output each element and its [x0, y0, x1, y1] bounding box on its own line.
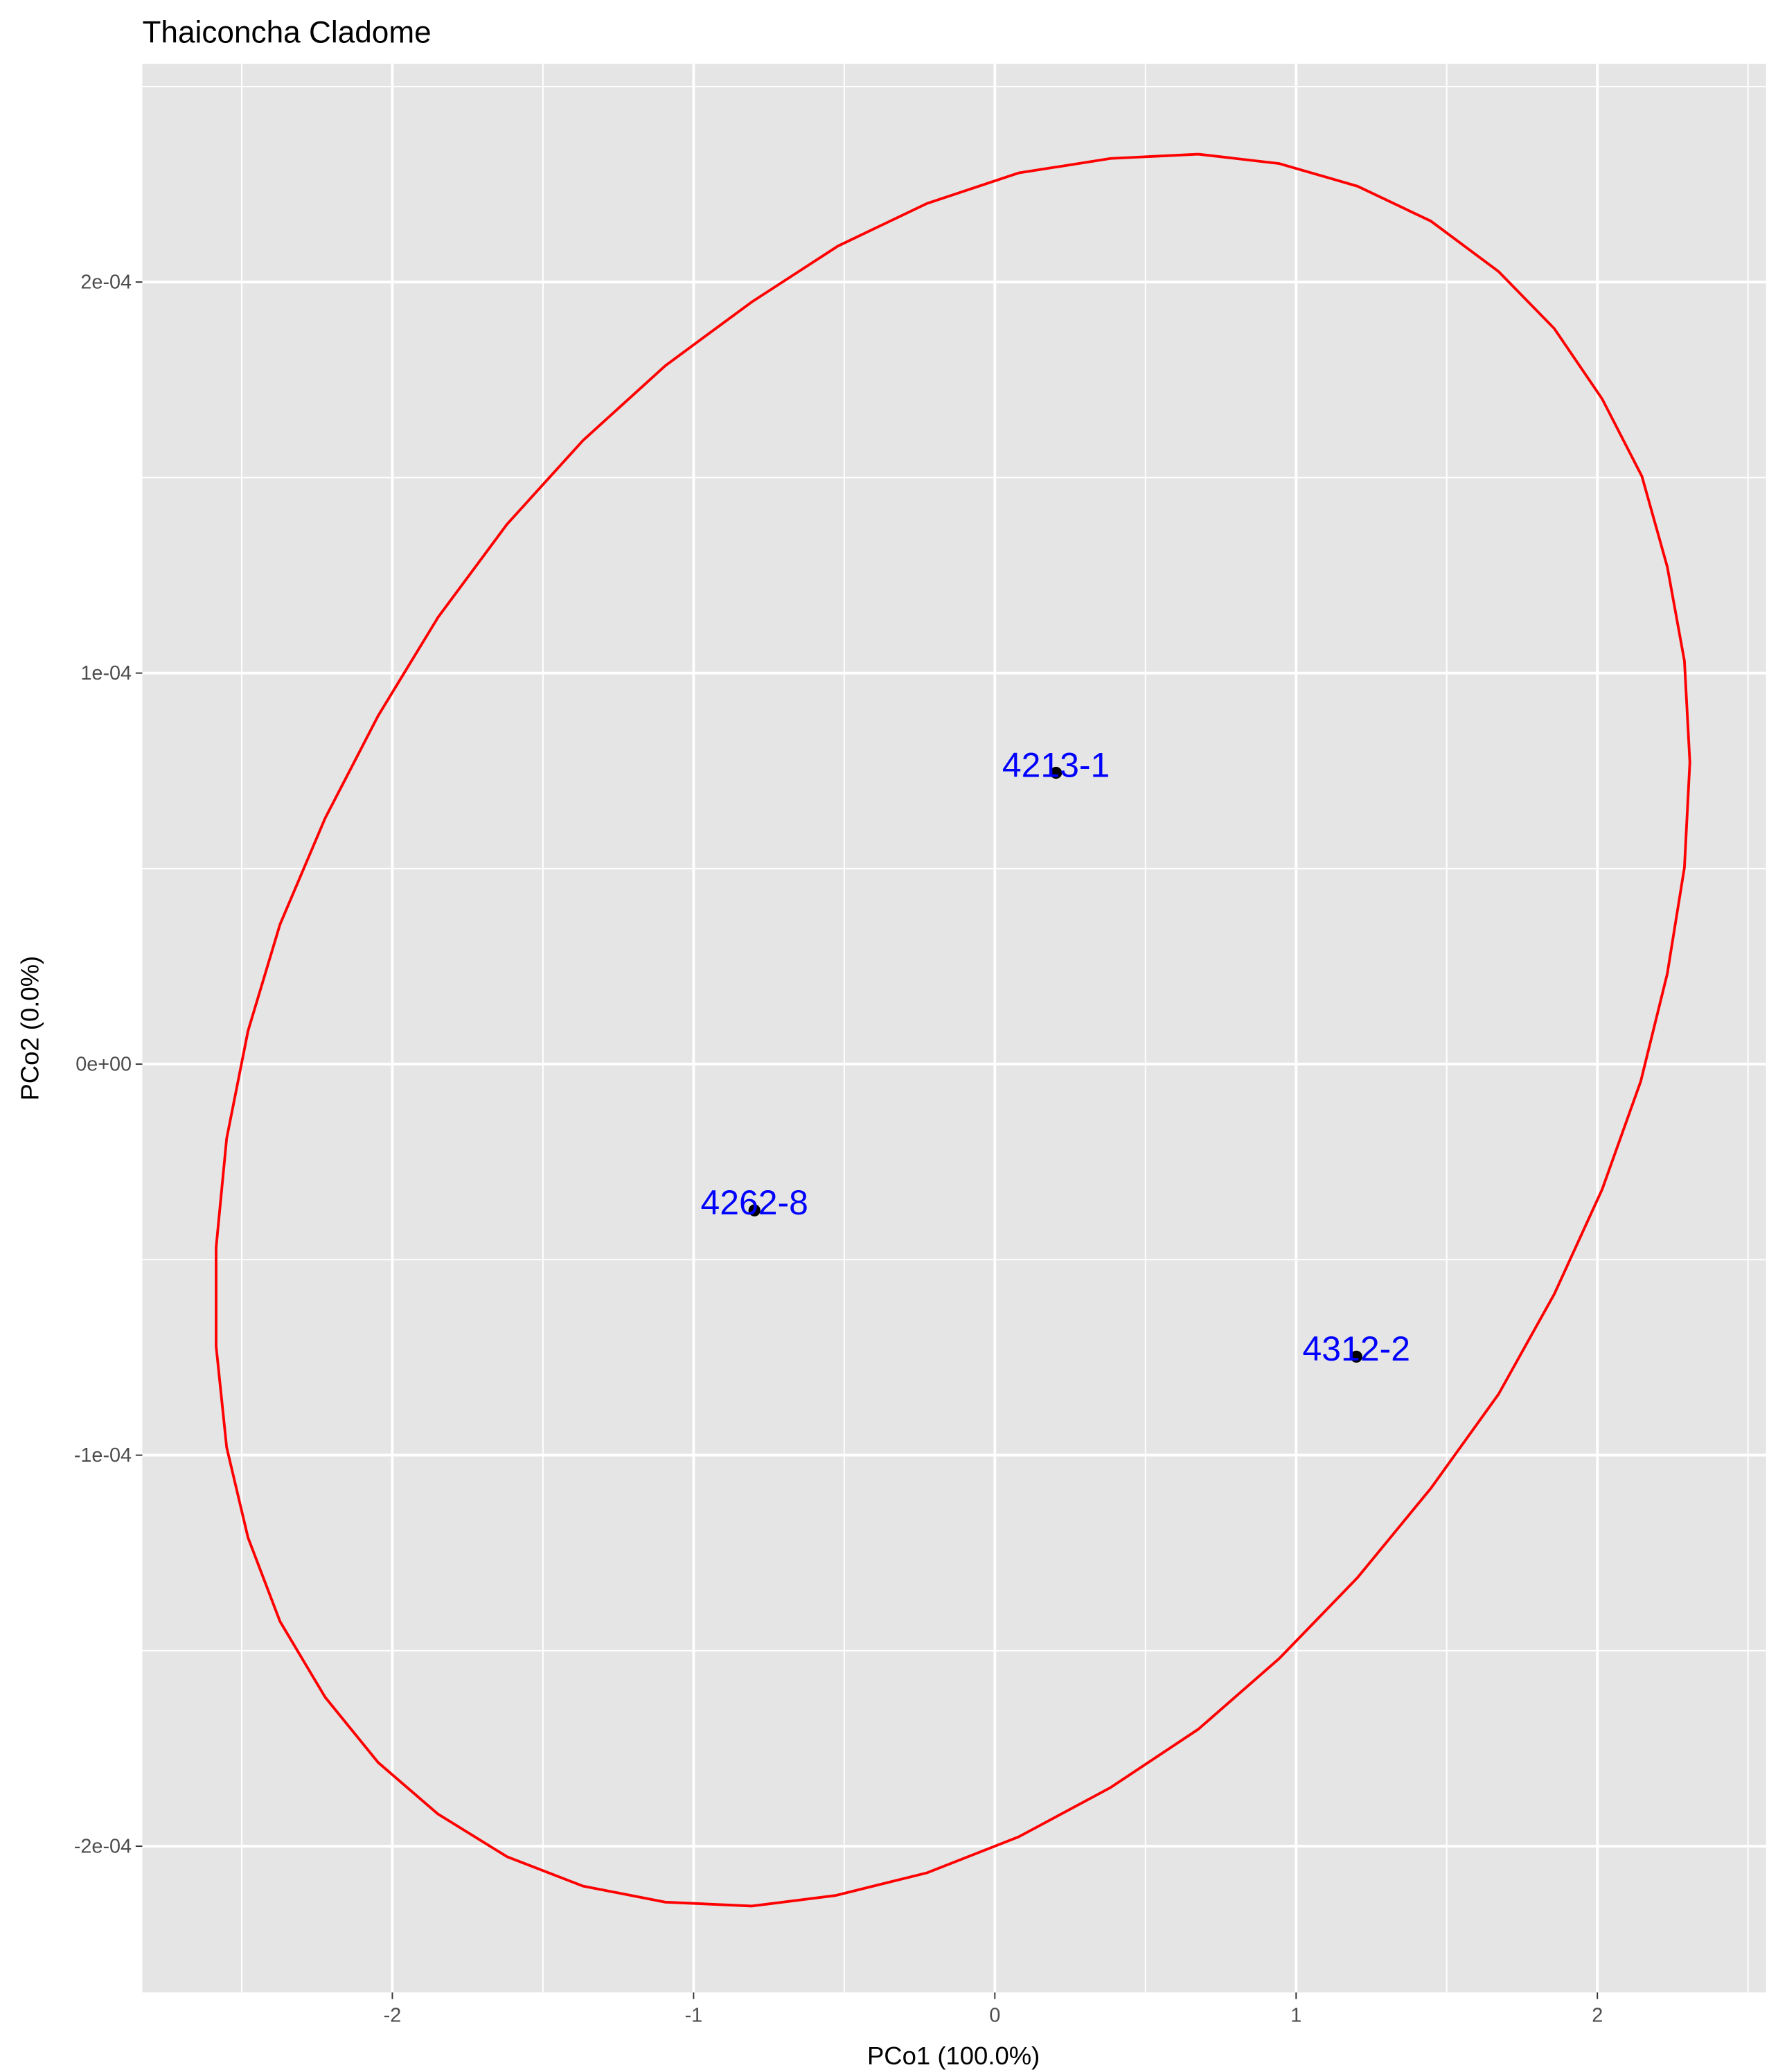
x-tick-label: 1	[1290, 2004, 1301, 2026]
point	[1049, 766, 1063, 779]
point	[1350, 1350, 1362, 1363]
x-tick-label: 2	[1592, 2004, 1603, 2026]
x-tick-label: 0	[989, 2004, 1000, 2026]
x-axis-title: PCo1 (100.0%)	[867, 2042, 1040, 2070]
y-tick-label: 0e+00	[75, 1054, 132, 1076]
confidence-ellipse	[215, 152, 1691, 1908]
y-tick-label: -2e-04	[74, 1836, 132, 1858]
point	[748, 1204, 761, 1216]
y-tick-label: 1e-04	[80, 662, 132, 684]
x-tick-label: -2	[384, 2004, 402, 2026]
chart-title: Thaiconcha Cladome	[142, 15, 431, 49]
y-tick-label: -1e-04	[74, 1444, 132, 1467]
plot-panel	[142, 64, 1766, 1993]
point-label: 4262-8	[701, 1183, 808, 1222]
point-label: 4312-2	[1303, 1329, 1410, 1368]
point-label: 4213-1	[1002, 745, 1110, 784]
y-axis-title: PCo2 (0.0%)	[16, 956, 44, 1101]
x-tick-label: -1	[685, 2004, 703, 2026]
y-tick-label: 2e-04	[80, 272, 132, 294]
